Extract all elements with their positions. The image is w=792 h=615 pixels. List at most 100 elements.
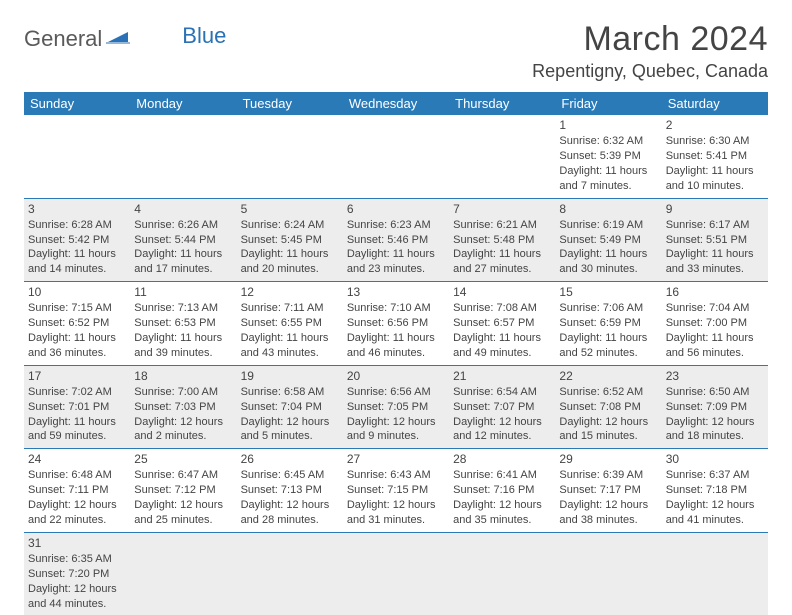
sunset-text: Sunset: 7:07 PM (453, 400, 551, 415)
daylight-text: and 27 minutes. (453, 262, 551, 277)
daylight-text: Daylight: 12 hours (453, 498, 551, 513)
sunrise-text: Sunrise: 6:28 AM (28, 218, 126, 233)
daylight-text: Daylight: 11 hours (559, 331, 657, 346)
flag-icon (106, 28, 130, 51)
day-number: 22 (559, 368, 657, 384)
calendar-week: 31Sunrise: 6:35 AMSunset: 7:20 PMDayligh… (24, 532, 768, 615)
sunset-text: Sunset: 7:04 PM (241, 400, 339, 415)
calendar-day: 9Sunrise: 6:17 AMSunset: 5:51 PMDaylight… (662, 198, 768, 282)
daylight-text: and 18 minutes. (666, 429, 764, 444)
sunrise-text: Sunrise: 7:15 AM (28, 301, 126, 316)
daylight-text: and 22 minutes. (28, 513, 126, 528)
calendar-day: 16Sunrise: 7:04 AMSunset: 7:00 PMDayligh… (662, 282, 768, 366)
weekday-header: Monday (130, 92, 236, 115)
weekday-header: Friday (555, 92, 661, 115)
sunset-text: Sunset: 7:01 PM (28, 400, 126, 415)
daylight-text: Daylight: 11 hours (134, 331, 232, 346)
day-number: 9 (666, 201, 764, 217)
sunrise-text: Sunrise: 6:32 AM (559, 134, 657, 149)
sunrise-text: Sunrise: 7:13 AM (134, 301, 232, 316)
daylight-text: Daylight: 11 hours (28, 415, 126, 430)
sunrise-text: Sunrise: 7:00 AM (134, 385, 232, 400)
daylight-text: Daylight: 11 hours (347, 247, 445, 262)
daylight-text: and 46 minutes. (347, 346, 445, 361)
sunrise-text: Sunrise: 6:39 AM (559, 468, 657, 483)
calendar-day (237, 115, 343, 198)
day-number: 17 (28, 368, 126, 384)
daylight-text: and 59 minutes. (28, 429, 126, 444)
calendar-day: 14Sunrise: 7:08 AMSunset: 6:57 PMDayligh… (449, 282, 555, 366)
sunrise-text: Sunrise: 6:58 AM (241, 385, 339, 400)
sunset-text: Sunset: 6:59 PM (559, 316, 657, 331)
daylight-text: and 23 minutes. (347, 262, 445, 277)
location: Repentigny, Quebec, Canada (532, 61, 768, 82)
title-block: March 2024 Repentigny, Quebec, Canada (532, 20, 768, 82)
day-number: 3 (28, 201, 126, 217)
sunset-text: Sunset: 6:57 PM (453, 316, 551, 331)
daylight-text: Daylight: 11 hours (241, 247, 339, 262)
day-number: 20 (347, 368, 445, 384)
daylight-text: Daylight: 12 hours (559, 498, 657, 513)
day-number: 30 (666, 451, 764, 467)
daylight-text: Daylight: 11 hours (666, 331, 764, 346)
weekday-header: Tuesday (237, 92, 343, 115)
logo-text-general: General (24, 26, 102, 52)
logo-text-blue: Blue (182, 23, 226, 49)
calendar-day (555, 532, 661, 615)
sunset-text: Sunset: 5:48 PM (453, 233, 551, 248)
daylight-text: Daylight: 12 hours (134, 415, 232, 430)
calendar-day: 17Sunrise: 7:02 AMSunset: 7:01 PMDayligh… (24, 365, 130, 449)
sunrise-text: Sunrise: 7:08 AM (453, 301, 551, 316)
calendar-header-row: SundayMondayTuesdayWednesdayThursdayFrid… (24, 92, 768, 115)
daylight-text: and 12 minutes. (453, 429, 551, 444)
day-number: 12 (241, 284, 339, 300)
day-number: 28 (453, 451, 551, 467)
calendar-day (343, 532, 449, 615)
sunrise-text: Sunrise: 6:56 AM (347, 385, 445, 400)
day-number: 16 (666, 284, 764, 300)
sunset-text: Sunset: 7:20 PM (28, 567, 126, 582)
calendar-day (130, 115, 236, 198)
sunset-text: Sunset: 7:18 PM (666, 483, 764, 498)
day-number: 18 (134, 368, 232, 384)
calendar-day: 10Sunrise: 7:15 AMSunset: 6:52 PMDayligh… (24, 282, 130, 366)
daylight-text: and 9 minutes. (347, 429, 445, 444)
daylight-text: and 35 minutes. (453, 513, 551, 528)
sunset-text: Sunset: 7:09 PM (666, 400, 764, 415)
sunrise-text: Sunrise: 6:35 AM (28, 552, 126, 567)
calendar-day: 13Sunrise: 7:10 AMSunset: 6:56 PMDayligh… (343, 282, 449, 366)
calendar-day (449, 115, 555, 198)
daylight-text: and 14 minutes. (28, 262, 126, 277)
calendar-day: 19Sunrise: 6:58 AMSunset: 7:04 PMDayligh… (237, 365, 343, 449)
calendar-day: 22Sunrise: 6:52 AMSunset: 7:08 PMDayligh… (555, 365, 661, 449)
daylight-text: Daylight: 11 hours (28, 331, 126, 346)
day-number: 1 (559, 117, 657, 133)
daylight-text: Daylight: 12 hours (666, 498, 764, 513)
day-number: 19 (241, 368, 339, 384)
sunrise-text: Sunrise: 6:19 AM (559, 218, 657, 233)
daylight-text: and 43 minutes. (241, 346, 339, 361)
daylight-text: and 5 minutes. (241, 429, 339, 444)
calendar-day: 4Sunrise: 6:26 AMSunset: 5:44 PMDaylight… (130, 198, 236, 282)
day-number: 23 (666, 368, 764, 384)
daylight-text: and 30 minutes. (559, 262, 657, 277)
sunset-text: Sunset: 5:42 PM (28, 233, 126, 248)
sunrise-text: Sunrise: 7:02 AM (28, 385, 126, 400)
sunset-text: Sunset: 7:11 PM (28, 483, 126, 498)
sunset-text: Sunset: 5:41 PM (666, 149, 764, 164)
daylight-text: and 49 minutes. (453, 346, 551, 361)
day-number: 26 (241, 451, 339, 467)
daylight-text: and 28 minutes. (241, 513, 339, 528)
month-title: March 2024 (532, 20, 768, 59)
calendar-day: 21Sunrise: 6:54 AMSunset: 7:07 PMDayligh… (449, 365, 555, 449)
sunrise-text: Sunrise: 6:17 AM (666, 218, 764, 233)
calendar-day: 3Sunrise: 6:28 AMSunset: 5:42 PMDaylight… (24, 198, 130, 282)
sunrise-text: Sunrise: 6:45 AM (241, 468, 339, 483)
daylight-text: Daylight: 11 hours (453, 331, 551, 346)
calendar-day: 29Sunrise: 6:39 AMSunset: 7:17 PMDayligh… (555, 449, 661, 533)
sunset-text: Sunset: 7:05 PM (347, 400, 445, 415)
daylight-text: and 7 minutes. (559, 179, 657, 194)
daylight-text: Daylight: 11 hours (559, 164, 657, 179)
sunrise-text: Sunrise: 6:21 AM (453, 218, 551, 233)
daylight-text: and 20 minutes. (241, 262, 339, 277)
